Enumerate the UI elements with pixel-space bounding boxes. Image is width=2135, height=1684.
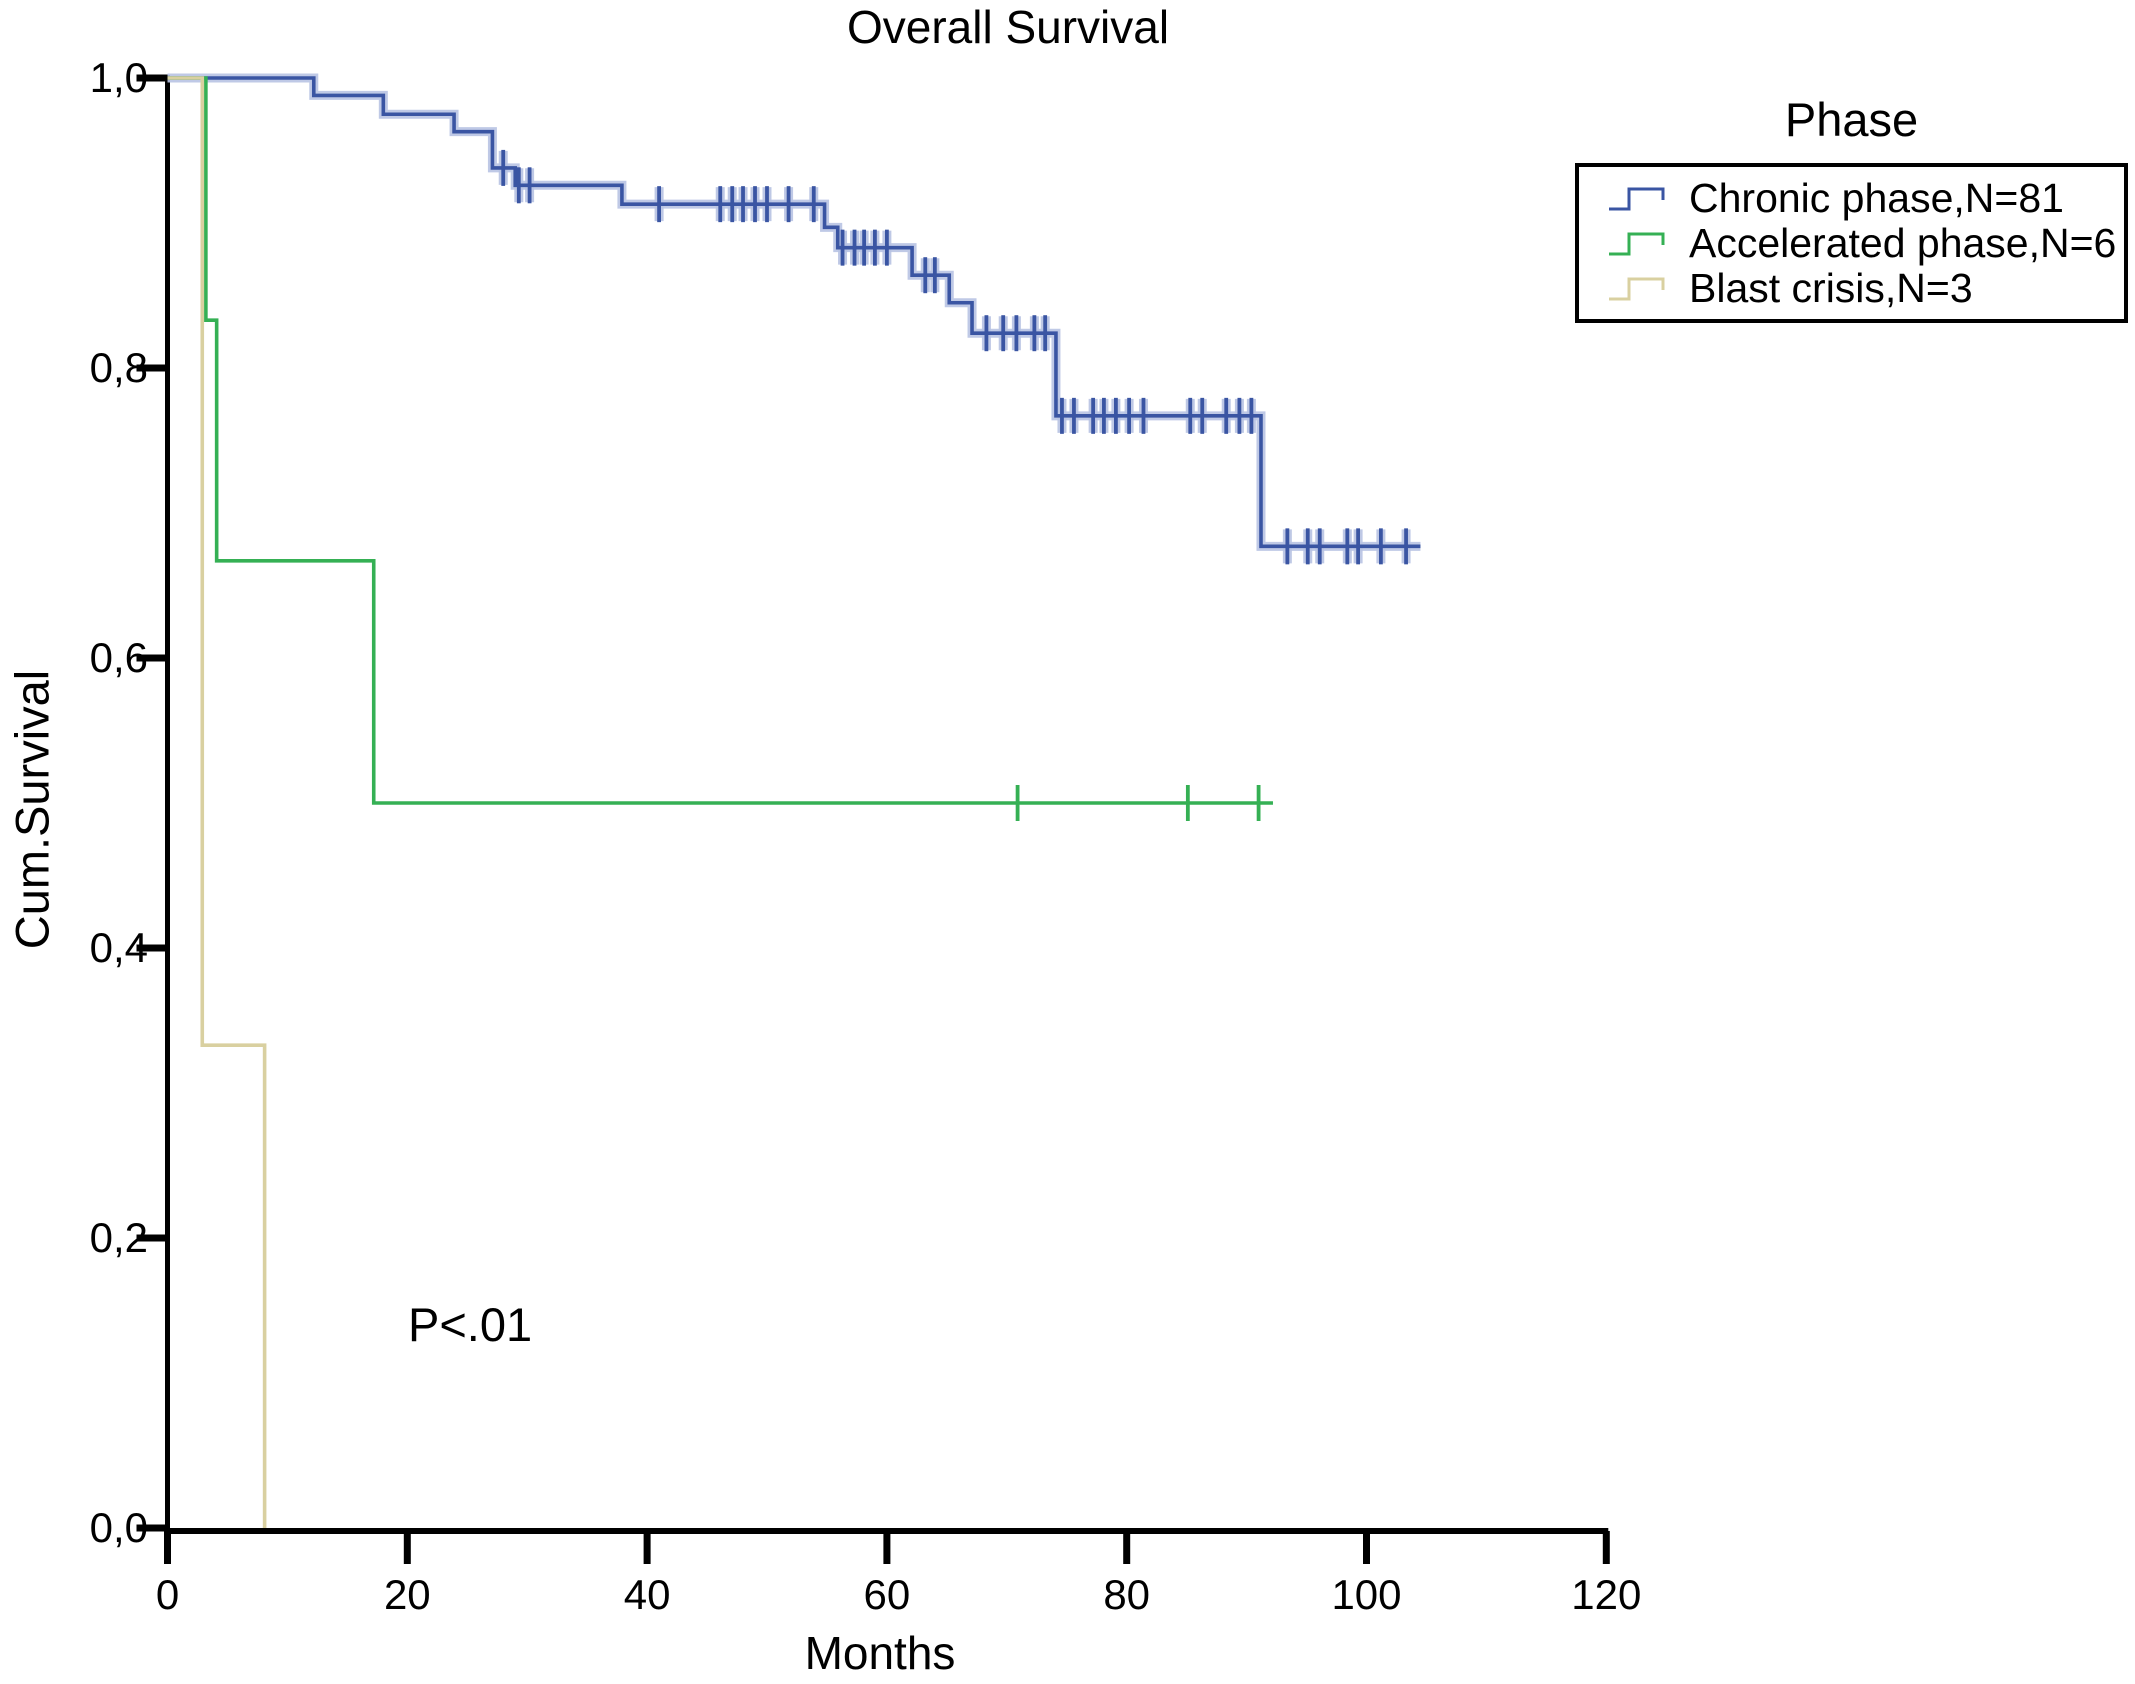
legend-row: Blast crisis,N=3 bbox=[1605, 265, 2124, 311]
x-tick-label: 120 bbox=[1571, 1571, 1642, 1618]
legend-step-marker-icon bbox=[1609, 187, 1665, 210]
x-tick-label: 60 bbox=[863, 1571, 911, 1618]
x-tick-label: 0 bbox=[155, 1571, 180, 1618]
y-tick-label: 0,2 bbox=[89, 1214, 148, 1261]
p-value-annotation: P<.01 bbox=[408, 1298, 533, 1351]
km-curve-accelerated-phase bbox=[167, 76, 1273, 805]
x-axis-title: Months bbox=[804, 1627, 956, 1679]
legend-row: Chronic phase,N=81 bbox=[1605, 175, 2124, 221]
y-tick-label: 0,4 bbox=[89, 924, 148, 971]
legend-step-marker-icon bbox=[1609, 232, 1665, 255]
y-tick-label: 0,6 bbox=[89, 634, 148, 681]
legend-row: Accelerated phase,N=6 bbox=[1605, 220, 2124, 266]
chart-title: Overall Survival bbox=[846, 1, 1170, 53]
legend-title: Phase bbox=[1784, 93, 1919, 146]
legend-item-label: Blast crisis,N=3 bbox=[1689, 265, 1973, 311]
legend-step-marker-icon bbox=[1609, 277, 1665, 300]
legend-box: Chronic phase,N=81 Accelerated phase,N=6 B… bbox=[1575, 163, 2128, 323]
legend-item-label: Accelerated phase,N=6 bbox=[1689, 220, 2117, 266]
y-tick-label: 1,0 bbox=[89, 54, 148, 101]
km-curve-chronic-phase bbox=[167, 76, 1421, 549]
x-tick-label: 80 bbox=[1103, 1571, 1151, 1618]
y-tick-label: 0,0 bbox=[89, 1504, 148, 1551]
legend-item-label: Chronic phase,N=81 bbox=[1689, 175, 2064, 221]
x-tick-label: 100 bbox=[1331, 1571, 1402, 1618]
km-curve-halo-chronic-phase bbox=[167, 73, 1421, 551]
x-tick-label: 40 bbox=[623, 1571, 671, 1618]
y-tick-label: 0,8 bbox=[89, 344, 148, 391]
km-curve-blast-crisis bbox=[167, 76, 267, 1528]
x-tick-label: 20 bbox=[383, 1571, 431, 1618]
